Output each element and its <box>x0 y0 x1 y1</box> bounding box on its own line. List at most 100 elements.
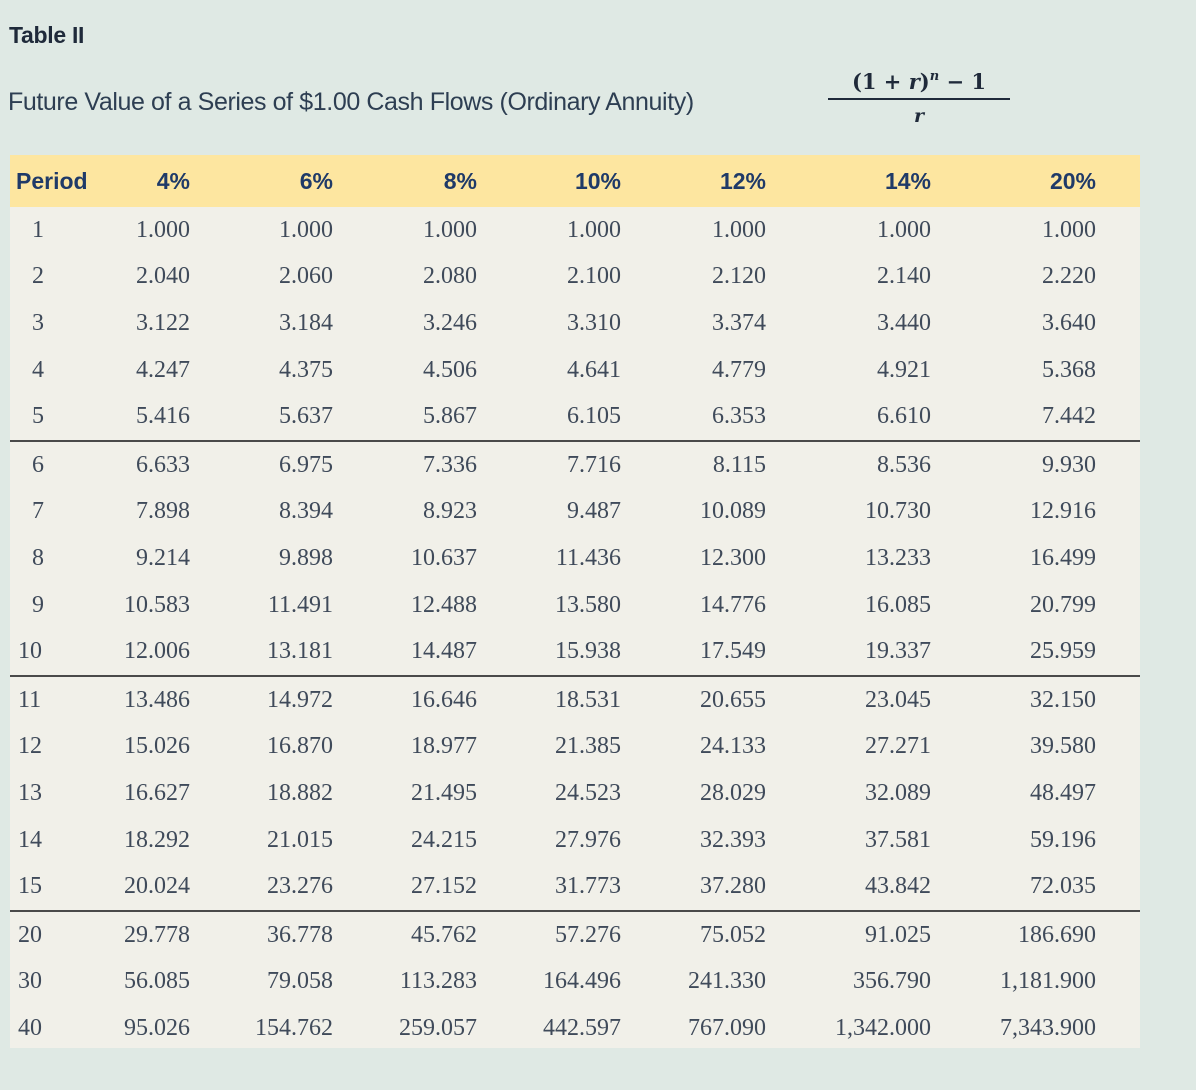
value-cell: 9.214 <box>136 544 190 571</box>
table-row: 2 2.040 2.060 2.080 2.100 2.120 2.140 2.220 <box>10 254 1140 301</box>
period-cell: 14 <box>18 826 42 853</box>
value-cell: 2.140 <box>877 263 931 290</box>
value-cell: 27.152 <box>411 873 477 900</box>
period-cell: 40 <box>18 1014 42 1041</box>
value-cell: 164.496 <box>543 968 621 995</box>
row-pad <box>1096 909 1140 959</box>
period-cell: 6 <box>10 439 110 489</box>
value-cell: 442.597 <box>543 1014 621 1041</box>
value-cell: 36.778 <box>190 909 333 959</box>
value-cell: 5.867 <box>423 403 477 430</box>
value-cell: 57.276 <box>477 909 621 959</box>
row-pad <box>1096 817 1140 864</box>
row-pad <box>1096 582 1140 629</box>
row-pad <box>1096 254 1140 301</box>
value-cell: 14.776 <box>700 591 766 618</box>
value-cell: 9.898 <box>279 544 333 571</box>
header-rate: 6% <box>299 167 333 194</box>
table-row: 20 29.778 36.778 45.762 57.276 75.052 91.025 18… <box>10 909 1140 959</box>
annuity-table-container: Period 4% 6% 8% 10% 12% 14% 20% 1 1.000 1.… <box>10 155 1140 1048</box>
value-cell: 8.923 <box>423 498 477 525</box>
table-row: 12 15.026 16.870 18.977 21.385 24.133 27.271 39… <box>10 724 1140 771</box>
value-cell: 7.898 <box>136 498 190 525</box>
value-cell: 16.646 <box>333 674 477 724</box>
value-cell: 6.633 <box>110 439 190 489</box>
period-cell: 1 <box>32 216 44 243</box>
value-cell: 6.975 <box>190 439 333 489</box>
value-cell: 21.385 <box>555 733 621 760</box>
value-cell: 3.122 <box>136 309 190 336</box>
value-cell: 13.181 <box>267 638 333 665</box>
value-cell: 15.938 <box>555 638 621 665</box>
value-cell: 24.523 <box>555 779 621 806</box>
value-cell: 8.536 <box>766 439 931 489</box>
value-cell: 11.491 <box>267 591 333 618</box>
table-row: 7 7.898 8.394 8.923 9.487 10.089 10.730 12.916 <box>10 489 1140 536</box>
value-cell: 7,343.900 <box>1000 1014 1096 1041</box>
value-cell: 43.842 <box>865 873 931 900</box>
value-cell: 113.283 <box>399 968 477 995</box>
table-row: 15 20.024 23.276 27.152 31.773 37.280 43.842 72… <box>10 863 1140 911</box>
value-cell: 56.085 <box>124 968 190 995</box>
row-pad <box>1096 770 1140 817</box>
value-cell: 1,342.000 <box>835 1014 931 1041</box>
value-cell: 1.000 <box>877 216 931 243</box>
value-cell: 12.488 <box>411 591 477 618</box>
value-cell: 1.000 <box>279 216 333 243</box>
formula-denominator: r <box>913 105 924 127</box>
row-pad <box>1096 959 1140 1006</box>
value-cell: 79.058 <box>267 968 333 995</box>
table-row: 3 3.122 3.184 3.246 3.310 3.374 3.440 3.640 <box>10 300 1140 347</box>
value-cell: 16.870 <box>267 733 333 760</box>
value-cell: 259.057 <box>399 1014 477 1041</box>
value-cell: 1.000 <box>136 216 190 243</box>
header-rate: 10% <box>574 167 621 194</box>
value-cell: 16.627 <box>124 779 190 806</box>
row-pad <box>1096 300 1140 347</box>
row-pad <box>1096 535 1140 582</box>
value-cell: 18.292 <box>124 826 190 853</box>
row-pad <box>1096 1005 1140 1052</box>
value-cell: 18.531 <box>477 674 621 724</box>
period-cell: 13 <box>18 779 42 806</box>
period-cell: 11 <box>10 674 110 724</box>
period-cell: 5 <box>32 403 44 430</box>
value-cell: 27.976 <box>555 826 621 853</box>
value-cell: 3.184 <box>279 309 333 336</box>
table-subtitle: Future Value of a Series of $1.00 Cash F… <box>8 88 694 116</box>
table-row: 5 5.416 5.637 5.867 6.105 6.353 6.610 7.442 <box>10 393 1140 441</box>
value-cell: 14.487 <box>411 638 477 665</box>
value-cell: 21.015 <box>267 826 333 853</box>
table-row: 30 56.085 79.058 113.283 164.496 241.330 356.7… <box>10 959 1140 1006</box>
value-cell: 6.105 <box>567 403 621 430</box>
annuity-formula: (1 + r)n − 1 r <box>828 60 1010 132</box>
period-cell: 3 <box>32 309 44 336</box>
value-cell: 37.581 <box>865 826 931 853</box>
value-cell: 186.690 <box>931 909 1096 959</box>
value-cell: 7.442 <box>1042 403 1096 430</box>
value-cell: 1.000 <box>712 216 766 243</box>
row-pad <box>1096 724 1140 771</box>
value-cell: 10.730 <box>865 498 931 525</box>
value-cell: 14.972 <box>190 674 333 724</box>
value-cell: 95.026 <box>124 1014 190 1041</box>
value-cell: 9.930 <box>931 439 1096 489</box>
value-cell: 19.337 <box>865 638 931 665</box>
value-cell: 91.025 <box>766 909 931 959</box>
value-cell: 32.089 <box>865 779 931 806</box>
header-period: Period <box>16 167 88 194</box>
value-cell: 3.374 <box>712 309 766 336</box>
value-cell: 356.790 <box>853 968 931 995</box>
value-cell: 25.959 <box>1030 638 1096 665</box>
value-cell: 17.549 <box>700 638 766 665</box>
header-rate: 12% <box>719 167 766 194</box>
table-row: 6 6.633 6.975 7.336 7.716 8.115 8.536 9.930 <box>10 439 1140 489</box>
value-cell: 23.045 <box>766 674 931 724</box>
period-cell: 8 <box>32 544 44 571</box>
value-cell: 18.882 <box>267 779 333 806</box>
table-row: 11 13.486 14.972 16.646 18.531 20.655 23.045 32… <box>10 674 1140 724</box>
value-cell: 16.085 <box>865 591 931 618</box>
value-cell: 4.247 <box>136 356 190 383</box>
value-cell: 37.280 <box>700 873 766 900</box>
header-rate: 8% <box>443 167 477 194</box>
